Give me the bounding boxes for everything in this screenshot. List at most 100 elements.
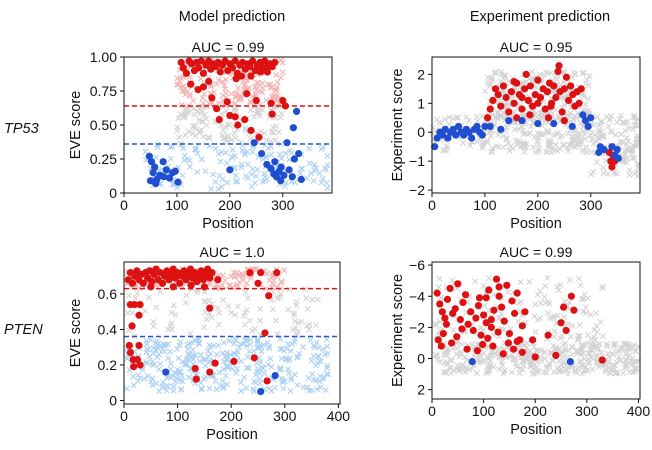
background-cross [293,302,300,309]
data-point-pathogenic [547,102,555,110]
background-cross [208,314,215,321]
background-cross [235,272,242,278]
background-cross [611,169,618,176]
x-axis-title: Position [510,422,562,438]
data-point-pathogenic [534,76,542,84]
background-cross [279,69,286,76]
background-cross [277,114,284,121]
x-tick-label: 0 [120,408,128,424]
background-cross [623,140,630,147]
background-cross [285,366,292,373]
background-cross [190,105,197,112]
background-cross [526,350,533,357]
background-cross [571,137,578,144]
background-cross [585,95,592,102]
background-cross [626,167,633,173]
data-point-pathogenic [494,328,502,336]
background-cross [157,288,164,295]
data-point-pathogenic [179,64,187,72]
background-cross [194,108,201,115]
background-cross [564,144,571,151]
data-point-pathogenic [192,375,200,383]
background-cross [492,68,499,75]
background-cross [259,178,266,185]
background-cross [181,157,188,164]
background-cross [200,133,207,140]
background-cross [574,348,581,355]
background-cross [453,114,460,121]
data-point-pathogenic [243,90,251,98]
y-tick-label: 2 [417,382,425,398]
background-cross [308,387,315,394]
data-point-pathogenic [194,86,202,94]
background-cross [202,168,209,175]
background-cross [568,141,575,148]
background-cross [252,180,259,187]
background-cross [320,346,327,353]
background-cross [212,378,219,385]
data-point-benign [449,125,457,133]
data-point-pathogenic [521,85,529,93]
background-cross [629,155,636,162]
background-cross [625,346,632,353]
background-cross [183,361,190,368]
background-cross [153,380,160,387]
background-cross [547,149,554,156]
background-cross [569,344,576,351]
background-cross [236,278,243,285]
background-cross [165,341,172,348]
background-cross [142,307,149,314]
background-cross [278,155,285,162]
plot-area [432,275,642,378]
background-cross [189,354,196,361]
background-cross [135,371,142,378]
background-cross [310,177,317,184]
data-point-pathogenic [271,58,279,67]
data-point-benign [518,117,526,125]
data-point-pathogenic [499,350,507,358]
background-cross [620,370,627,377]
background-cross [528,123,535,130]
background-cross [458,363,465,370]
background-cross [537,315,544,322]
background-cross [610,341,617,347]
background-cross [532,328,539,335]
background-cross [262,285,269,292]
data-point-benign [280,171,288,179]
background-cross [308,357,315,364]
background-cross [629,150,636,157]
background-cross [298,318,305,325]
data-point-pathogenic [463,345,471,353]
background-cross [541,293,548,300]
background-cross [224,349,231,356]
data-point-pathogenic [495,292,503,300]
background-cross [233,352,240,358]
background-cross [246,365,252,371]
background-cross [495,108,502,115]
data-point-pathogenic [486,105,494,113]
y-tick-label: 0.4 [98,321,118,337]
background-cloud-0 [432,339,642,378]
data-point-benign [550,119,558,128]
background-cross [317,384,324,391]
background-cross [150,318,157,325]
background-cross [580,308,587,315]
background-cross [230,269,237,276]
background-cross [495,315,502,322]
data-point-pathogenic [484,334,492,342]
background-cross [595,134,602,141]
x-tick-label: 300 [575,403,599,419]
background-cross [532,149,539,156]
data-point-pathogenic [451,305,459,313]
background-cross [485,307,492,314]
data-point-pathogenic [518,93,526,102]
y-tick-label: 1 [417,95,425,111]
data-point-pathogenic [131,301,139,309]
data-point-pathogenic [130,363,138,371]
background-cross [234,283,241,290]
background-cross [243,280,250,287]
background-cross [163,382,170,389]
background-cross [200,356,207,363]
